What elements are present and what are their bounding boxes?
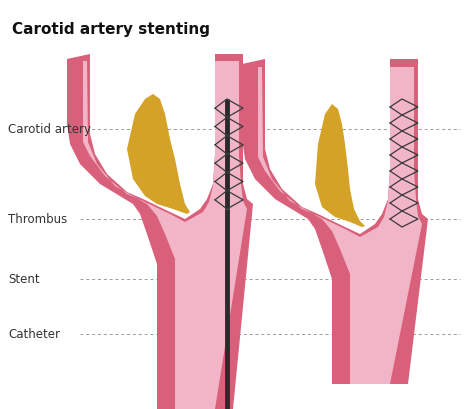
Text: Thrombus: Thrombus xyxy=(8,213,67,226)
Polygon shape xyxy=(315,105,365,227)
Polygon shape xyxy=(67,55,253,409)
Text: Stent: Stent xyxy=(8,273,40,286)
Polygon shape xyxy=(242,60,428,384)
Polygon shape xyxy=(258,68,422,384)
Polygon shape xyxy=(127,95,190,214)
Text: Carotid artery: Carotid artery xyxy=(8,123,91,136)
Polygon shape xyxy=(83,62,247,409)
Text: Catheter: Catheter xyxy=(8,328,60,341)
Text: Carotid artery stenting: Carotid artery stenting xyxy=(12,22,210,37)
